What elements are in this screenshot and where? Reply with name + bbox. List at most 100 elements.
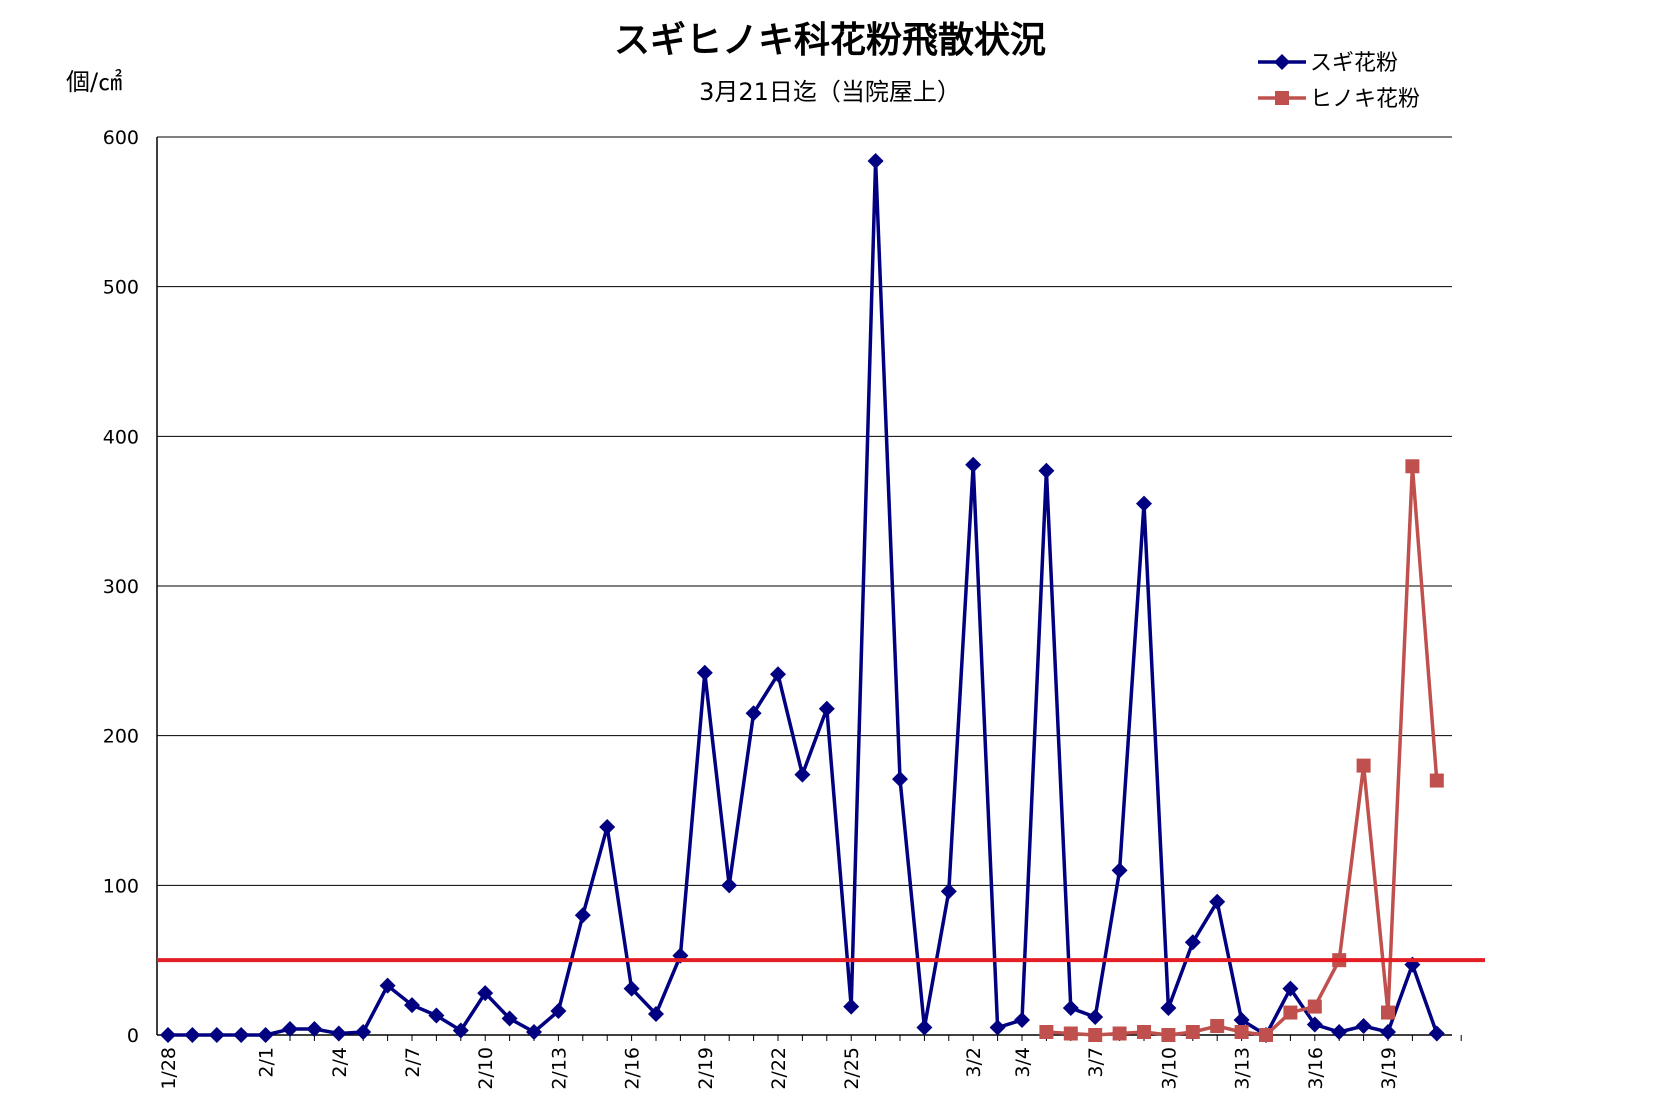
- data-point-0: [1355, 1018, 1372, 1035]
- data-point-1: [1063, 1026, 1078, 1041]
- y-tick-500: 500: [103, 277, 139, 299]
- gridlines: [157, 136, 1452, 886]
- y-tick-labels: 0 100 200 300 400 500 600: [103, 127, 139, 1047]
- x-tick-label: 2/19: [695, 1047, 717, 1090]
- data-point-1: [1381, 1005, 1395, 1020]
- data-point-0: [1038, 462, 1055, 479]
- x-tick-label: 3/2: [963, 1047, 985, 1078]
- data-point-0: [257, 1027, 274, 1043]
- chart-subtitle: 3月21日迄（当院屋上）: [699, 78, 961, 106]
- x-tick-labels: 1/28 2/1 2/4 2/7 2/10 2/13 2/16 2/19 2/22 2/25 3/2…: [158, 1035, 1462, 1090]
- y-tick-200: 200: [103, 726, 139, 748]
- data-point-0: [330, 1025, 347, 1042]
- chart-title: スギヒノキ科花粉飛散状況: [614, 20, 1046, 61]
- data-point-0: [550, 1003, 567, 1020]
- data-point-0: [208, 1027, 225, 1043]
- y-tick-100: 100: [103, 875, 139, 897]
- data-point-0: [404, 997, 420, 1014]
- data-point-0: [452, 1022, 469, 1039]
- data-point-0: [1306, 1016, 1323, 1033]
- y-tick-0: 0: [127, 1025, 139, 1047]
- data-point-0: [355, 1024, 372, 1041]
- data-point-0: [745, 705, 762, 722]
- data-point-1: [1088, 1028, 1103, 1042]
- data-point-0: [1160, 1000, 1177, 1017]
- data-point-0: [721, 877, 738, 894]
- series-line-0: [168, 159, 1439, 1037]
- data-point-0: [843, 998, 860, 1015]
- data-point-1: [1185, 1025, 1200, 1040]
- data-point-0: [1282, 980, 1299, 997]
- data-point-0: [1111, 862, 1128, 879]
- y-tick-600: 600: [103, 127, 139, 149]
- data-point-1: [1405, 459, 1420, 474]
- data-point-0: [916, 1019, 933, 1036]
- legend-label-1: ヒノキ花粉: [1310, 87, 1420, 112]
- data-point-0: [1331, 1024, 1348, 1041]
- x-tick-label: 3/4: [1012, 1047, 1034, 1078]
- x-tick-label: 3/7: [1085, 1047, 1107, 1078]
- y-axis-unit: 個/㎠: [66, 68, 122, 96]
- x-tick-label: 2/16: [622, 1047, 644, 1090]
- data-point-0: [1014, 1012, 1030, 1029]
- data-point-0: [623, 980, 640, 997]
- y-tick-300: 300: [103, 576, 139, 598]
- data-point-0: [574, 907, 591, 924]
- data-point-0: [526, 1024, 542, 1041]
- data-point-1: [1210, 1019, 1225, 1034]
- x-tick-label: 2/25: [841, 1047, 863, 1090]
- data-point-0: [1062, 1000, 1079, 1017]
- data-point-0: [1184, 934, 1201, 951]
- data-point-0: [892, 771, 908, 788]
- data-point-0: [1380, 1024, 1396, 1041]
- legend-marker-0: [1274, 54, 1290, 70]
- data-point-1: [1356, 758, 1371, 773]
- data-point-1: [1283, 1005, 1298, 1020]
- x-tick-label: 3/10: [1158, 1047, 1180, 1090]
- x-tick-label: 3/16: [1305, 1047, 1327, 1090]
- data-point-0: [282, 1021, 298, 1038]
- data-point-0: [940, 883, 957, 900]
- data-point-0: [599, 818, 616, 835]
- data-point-0: [965, 456, 982, 473]
- x-tick-label: 2/1: [256, 1047, 278, 1078]
- data-point-0: [648, 1006, 664, 1023]
- data-point-0: [1428, 1025, 1445, 1042]
- data-point-0: [818, 700, 835, 717]
- data-point-0: [233, 1027, 250, 1043]
- x-tick-label: 2/22: [768, 1047, 790, 1090]
- data-point-0: [501, 1010, 518, 1027]
- x-tick-label: 2/10: [475, 1047, 497, 1090]
- data-point-0: [1087, 1009, 1104, 1026]
- legend-marker-1: [1275, 91, 1289, 105]
- data-point-0: [989, 1019, 1006, 1036]
- data-point-0: [1233, 1012, 1250, 1029]
- data-point-0: [428, 1007, 445, 1024]
- x-tick-label: 3/13: [1232, 1047, 1254, 1090]
- x-tick-label: 1/28: [158, 1047, 180, 1090]
- data-point-1: [1234, 1025, 1249, 1040]
- data-point-1: [1112, 1026, 1127, 1041]
- series-layer: [160, 152, 1445, 1043]
- data-point-0: [1136, 495, 1152, 512]
- data-point-0: [696, 664, 713, 681]
- data-point-1: [1259, 1028, 1273, 1042]
- data-point-0: [379, 977, 396, 994]
- data-point-1: [1161, 1028, 1176, 1042]
- data-point-1: [1429, 773, 1444, 788]
- data-point-0: [1209, 893, 1226, 910]
- x-tick-label: 2/4: [329, 1047, 351, 1078]
- data-point-1: [1307, 999, 1322, 1014]
- data-point-0: [184, 1027, 201, 1043]
- data-point-0: [867, 152, 884, 169]
- x-tick-label: 2/7: [402, 1047, 424, 1078]
- data-point-0: [160, 1027, 176, 1043]
- y-tick-400: 400: [103, 426, 139, 448]
- data-point-1: [1137, 1025, 1151, 1040]
- data-point-0: [306, 1021, 323, 1038]
- data-point-0: [477, 985, 494, 1002]
- x-tick-label: 3/19: [1378, 1047, 1400, 1090]
- data-point-0: [770, 666, 786, 683]
